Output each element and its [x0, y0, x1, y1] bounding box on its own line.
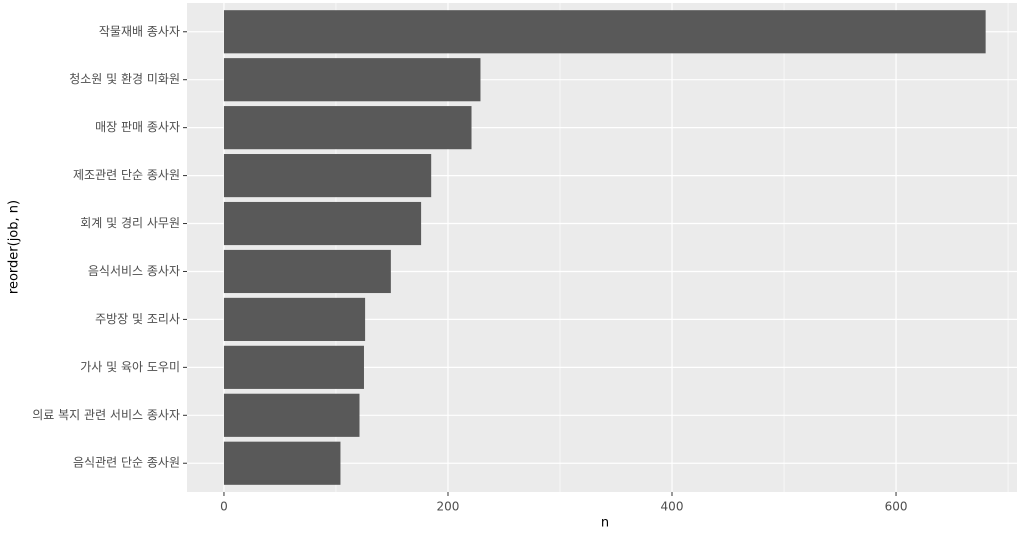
x-tick-label: 600: [885, 500, 908, 514]
y-axis-title: reorder(job, n): [7, 200, 22, 294]
bar: [223, 106, 472, 150]
x-tick-label: 0: [220, 500, 228, 514]
x-axis-title: n: [601, 516, 609, 531]
y-tick-label: 작물재배 종사자: [99, 24, 180, 38]
bar: [223, 201, 422, 246]
y-tick-label: 회계 및 경리 사무원: [80, 216, 180, 230]
y-tick-label: 가사 및 육아 도우미: [80, 360, 180, 374]
y-tick-label: 음식서비스 종사자: [88, 264, 180, 278]
x-tick-label: 400: [661, 500, 684, 514]
x-tick-label: 200: [437, 500, 460, 514]
bar: [223, 249, 391, 294]
bar: [223, 58, 481, 102]
y-tick-label: 음식관련 단순 종사원: [73, 456, 180, 470]
y-tick-label: 주방장 및 조리사: [95, 312, 180, 326]
bar: [223, 154, 432, 198]
bar: [223, 10, 986, 54]
bar: [223, 393, 360, 437]
y-tick-label: 의료 복지 관련 서비스 종사자: [32, 408, 180, 422]
bar: [223, 297, 366, 341]
bar: [223, 345, 364, 389]
y-tick-label: 매장 판매 종사자: [95, 120, 180, 134]
y-tick-label: 청소원 및 환경 미화원: [69, 72, 180, 86]
y-tick-label: 제조관련 단순 종사원: [73, 168, 180, 182]
bar: [223, 441, 341, 485]
